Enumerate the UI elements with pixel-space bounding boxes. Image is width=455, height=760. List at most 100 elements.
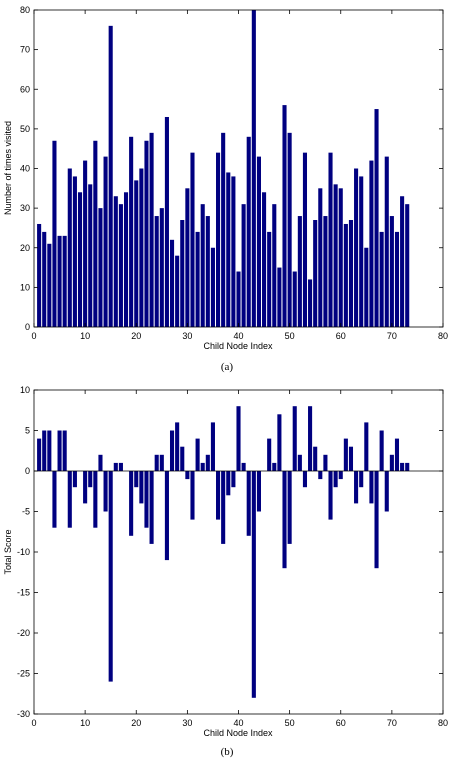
bar-b-60 [338, 471, 343, 480]
bar-b-39 [231, 471, 236, 488]
bar-b-7 [67, 471, 72, 528]
y-tick-label-b-5: 5 [25, 426, 30, 436]
bar-a-51 [292, 271, 297, 327]
bar-series-a [37, 10, 410, 328]
bar-a-28 [175, 255, 180, 327]
axis-ticks-b: 0 10 20 30 40 50 60 70 80 -30 -25 -20 -15 -10 -5 0 5 10 [17, 385, 448, 728]
y-tick-label-b-0: 0 [25, 466, 30, 476]
bar-b-69 [384, 471, 389, 512]
y-tick-label-a-60: 60 [20, 84, 30, 94]
bar-a-67 [374, 109, 379, 327]
bar-b-25 [159, 454, 164, 471]
x-tick-label-b-10: 10 [80, 718, 90, 728]
bar-b-28 [175, 422, 180, 471]
bar-b-54 [308, 406, 313, 471]
bar-b-29 [180, 446, 185, 471]
bar-b-12 [93, 471, 98, 528]
y-tick-label-a-0: 0 [25, 322, 30, 332]
bar-a-23 [149, 132, 154, 327]
bar-b-37 [221, 471, 226, 544]
bar-b-59 [333, 471, 338, 488]
bar-b-70 [389, 454, 394, 471]
x-tick-label-b-70: 70 [387, 718, 397, 728]
bar-a-14 [103, 156, 108, 327]
bar-a-1 [37, 223, 42, 327]
bar-a-33 [200, 204, 205, 327]
bar-a-53 [302, 152, 308, 327]
x-tick-label-a-70: 70 [387, 331, 397, 341]
bar-b-40 [236, 406, 241, 471]
bar-b-3 [47, 430, 52, 471]
bar-b-36 [216, 471, 221, 520]
bar-b-73 [405, 462, 410, 471]
bar-a-31 [190, 152, 195, 327]
bar-a-71 [394, 231, 400, 327]
bar-a-48 [277, 267, 282, 327]
chart-panel-a: 0 10 20 30 40 50 60 70 80 0 10 20 30 40 50 60 70 80 Child… [3, 5, 448, 373]
bar-b-43 [251, 471, 256, 698]
bar-b-8 [72, 471, 77, 488]
bar-b-58 [328, 471, 333, 520]
bar-a-46 [267, 231, 272, 327]
bar-b-38 [226, 471, 231, 496]
x-tick-label-a-20: 20 [131, 331, 141, 341]
bar-b-42 [246, 471, 251, 536]
y-axis-label-a: Number of times visited [3, 121, 13, 215]
bar-a-45 [262, 192, 267, 327]
bar-a-16 [113, 196, 118, 327]
bar-a-27 [169, 239, 175, 327]
bar-b-34 [205, 454, 210, 471]
bar-a-29 [180, 220, 185, 327]
bar-a-64 [359, 176, 364, 327]
bar-a-52 [297, 216, 302, 327]
bar-a-41 [241, 204, 246, 327]
bar-a-17 [118, 204, 123, 327]
bar-a-58 [328, 152, 333, 327]
bar-b-35 [210, 422, 215, 471]
bar-a-42 [246, 136, 251, 327]
bar-a-65 [364, 247, 369, 327]
bar-a-43 [251, 10, 256, 327]
bar-a-30 [185, 188, 190, 327]
bar-a-38 [226, 172, 231, 327]
bar-a-63 [354, 168, 359, 327]
y-tick-label-b--5: -5 [22, 507, 30, 517]
bar-b-46 [267, 438, 272, 471]
x-tick-label-a-80: 80 [438, 331, 448, 341]
bar-b-27 [169, 430, 175, 471]
bar-b-4 [52, 471, 57, 528]
bar-a-4 [52, 140, 57, 327]
bar-a-62 [348, 220, 354, 327]
x-axis-label-a: Child Node Index [203, 341, 273, 351]
x-tick-label-b-60: 60 [336, 718, 346, 728]
chart-panel-b: 0 10 20 30 40 50 60 70 80 -30 -25 -20 -15 -10 -5 0 5 10 C… [3, 385, 448, 758]
bar-b-19 [129, 471, 134, 536]
bar-b-1 [37, 438, 42, 471]
bar-b-44 [256, 471, 261, 512]
bar-b-65 [364, 422, 369, 471]
bar-b-71 [394, 438, 400, 471]
bar-b-41 [241, 462, 246, 471]
bar-b-24 [154, 454, 159, 471]
bar-b-67 [374, 471, 379, 569]
bar-b-63 [354, 471, 359, 504]
bar-b-61 [343, 438, 348, 471]
x-tick-label-a-40: 40 [233, 331, 243, 341]
bar-b-30 [185, 471, 190, 480]
bar-b-53 [302, 471, 308, 488]
bar-a-73 [405, 204, 410, 327]
y-tick-label-b--20: -20 [17, 628, 30, 638]
bar-b-33 [200, 462, 205, 471]
bar-b-56 [318, 471, 323, 480]
bar-a-22 [144, 140, 149, 327]
y-tick-label-a-70: 70 [20, 45, 30, 55]
y-tick-label-b-10: 10 [20, 385, 30, 395]
bar-b-15 [108, 471, 113, 682]
bar-b-11 [88, 471, 93, 488]
x-tick-label-a-30: 30 [182, 331, 192, 341]
bar-a-2 [42, 231, 47, 327]
bar-a-25 [159, 208, 164, 328]
bar-a-54 [308, 279, 313, 327]
y-tick-label-b--10: -10 [17, 547, 30, 557]
bar-b-16 [113, 462, 118, 471]
